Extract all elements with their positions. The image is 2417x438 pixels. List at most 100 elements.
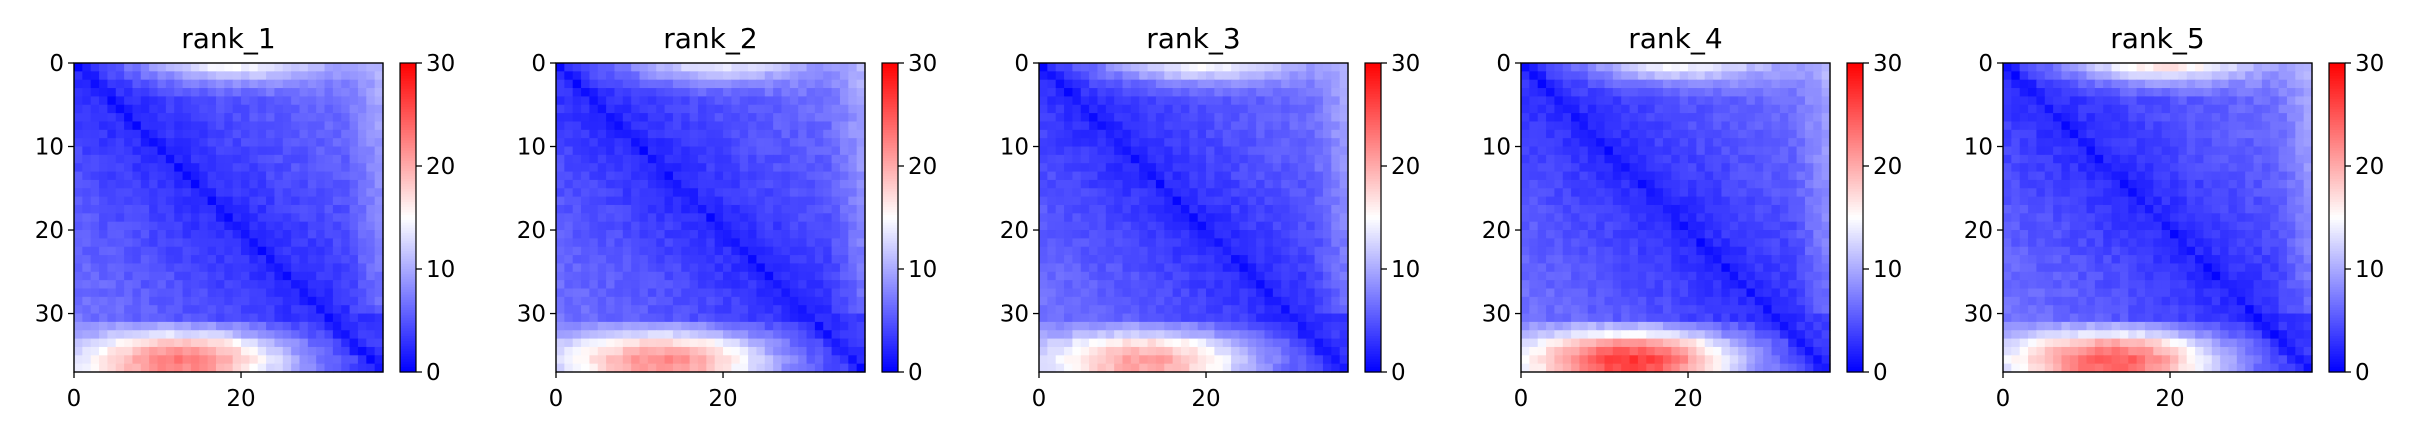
- heatmap-cell: [82, 129, 92, 139]
- heatmap-cell: [848, 263, 858, 273]
- heatmap-cell: [1654, 129, 1664, 139]
- heatmap-cell: [672, 88, 682, 97]
- heatmap-cell: [664, 188, 674, 198]
- panel-title: rank_2: [663, 22, 757, 55]
- heatmap-cell: [1256, 255, 1266, 265]
- heatmap-cell: [1214, 154, 1224, 164]
- heatmap-cell: [282, 346, 292, 356]
- heatmap-cell: [1264, 163, 1274, 173]
- heatmap-cell: [1562, 146, 1572, 156]
- heatmap-cell: [157, 221, 167, 231]
- colorbar-segment: [882, 361, 898, 365]
- heatmap-cell: [291, 204, 301, 214]
- colorbar-segment: [1365, 163, 1381, 167]
- colorbar-segment: [1365, 171, 1381, 175]
- heatmap-cell: [1097, 330, 1107, 340]
- heatmap-cell: [664, 196, 674, 206]
- heatmap-cell: [1072, 188, 1082, 198]
- heatmap-cell: [748, 88, 758, 97]
- colorbar-segment: [882, 281, 898, 286]
- heatmap-cell: [1562, 154, 1572, 164]
- heatmap-cell: [1264, 79, 1274, 89]
- heatmap-cell: [1055, 321, 1065, 331]
- heatmap-cell: [798, 121, 808, 131]
- heatmap-cell: [366, 355, 376, 365]
- heatmap-cell: [1147, 113, 1157, 123]
- heatmap-cell: [656, 305, 666, 315]
- heatmap-cell: [1147, 355, 1157, 365]
- heatmap-cell: [1239, 113, 1249, 123]
- heatmap-cell: [556, 163, 565, 173]
- heatmap-cell: [606, 196, 616, 206]
- heatmap-cell: [1272, 96, 1282, 106]
- heatmap-cell: [199, 246, 209, 256]
- heatmap-cell: [798, 296, 808, 306]
- heatmap-cell: [232, 179, 242, 189]
- heatmap-cell: [266, 188, 276, 198]
- colorbar-segment: [400, 346, 416, 350]
- heatmap-cell: [1139, 213, 1149, 223]
- heatmap-cell: [1662, 154, 1672, 164]
- colorbar-segment: [1365, 70, 1381, 74]
- heatmap-cell: [207, 246, 217, 256]
- heatmap-cell: [374, 121, 384, 131]
- heatmap-cell: [215, 296, 225, 306]
- heatmap-cell: [1771, 88, 1781, 97]
- heatmap-cell: [1214, 330, 1224, 340]
- heatmap-cell: [107, 129, 117, 139]
- heatmap-cell: [165, 238, 175, 248]
- heatmap-cell: [556, 355, 565, 365]
- heatmap-cell: [1247, 263, 1257, 273]
- heatmap-cell: [739, 154, 749, 164]
- heatmap-cell: [1331, 346, 1341, 356]
- heatmap-cell: [207, 63, 217, 72]
- heatmap-cell: [316, 96, 326, 106]
- heatmap-cell: [681, 138, 691, 148]
- heatmap-cell: [1180, 321, 1190, 331]
- heatmap-cell: [332, 338, 342, 348]
- heatmap-cell: [1281, 138, 1291, 148]
- heatmap-cell: [366, 104, 376, 114]
- heatmap-cell: [1562, 163, 1572, 173]
- heatmap-cell: [266, 204, 276, 214]
- colorbar-segment: [400, 248, 416, 252]
- heatmap-cell: [1339, 113, 1349, 123]
- heatmap-cell: [132, 330, 142, 340]
- heatmap-cell: [697, 188, 707, 198]
- heatmap-cell: [848, 271, 858, 281]
- heatmap-cell: [1180, 96, 1190, 106]
- heatmap-cell: [556, 129, 565, 139]
- heatmap-cell: [756, 338, 766, 348]
- heatmap-cell: [1214, 346, 1224, 356]
- heatmap-cell: [731, 305, 741, 315]
- heatmap-cell: [773, 154, 783, 164]
- heatmap-cell: [140, 330, 150, 340]
- heatmap-cell: [1713, 63, 1723, 72]
- heatmap-cell: [1189, 71, 1199, 81]
- heatmap-cell: [274, 154, 284, 164]
- heatmap-cell: [232, 96, 242, 106]
- heatmap-cell: [773, 129, 783, 139]
- colorbar-segment: [1365, 129, 1381, 134]
- heatmap-cell: [1231, 346, 1241, 356]
- heatmap-cell: [232, 196, 242, 206]
- colorbar-segment: [400, 99, 416, 103]
- heatmap-cell: [1130, 246, 1140, 256]
- heatmap-cell: [1637, 146, 1647, 156]
- heatmap-cell: [614, 288, 624, 298]
- heatmap-cell: [266, 255, 276, 265]
- heatmap-cell: [324, 121, 334, 131]
- heatmap-cell: [848, 113, 858, 123]
- heatmap-cell: [1621, 113, 1631, 123]
- heatmap-cell: [165, 96, 175, 106]
- colorbar-segment: [400, 153, 416, 157]
- colorbar-segment: [882, 317, 898, 322]
- heatmap-cell: [1139, 79, 1149, 89]
- heatmap-cell: [1264, 246, 1274, 256]
- heatmap-cell: [1155, 171, 1165, 181]
- heatmap-cell: [756, 221, 766, 231]
- heatmap-cell: [266, 138, 276, 148]
- heatmap-cell: [823, 79, 833, 89]
- heatmap-cell: [124, 154, 134, 164]
- heatmap-cell: [1629, 121, 1639, 131]
